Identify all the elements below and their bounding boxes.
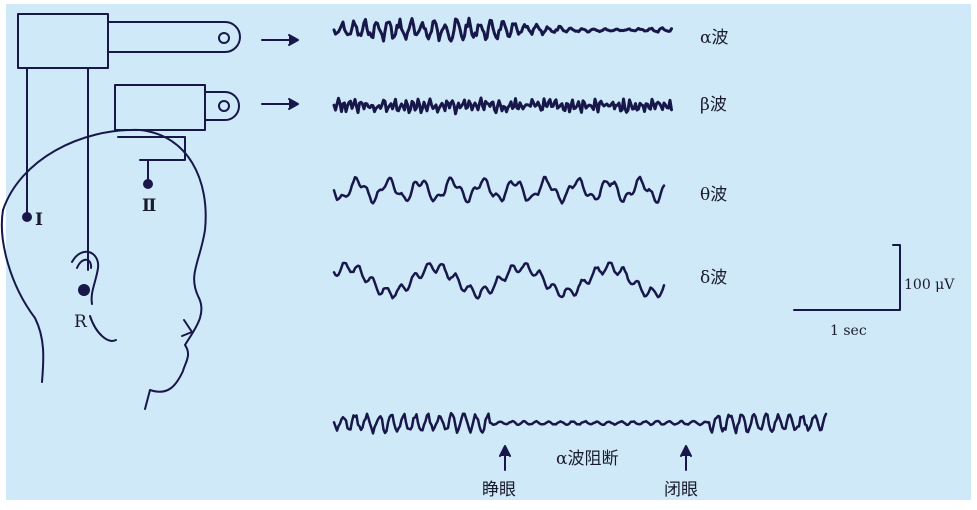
amplifier-1-pen-tip — [218, 32, 230, 44]
open-eyes-arrow — [499, 445, 511, 471]
close-eyes-label: 闭眼 — [664, 480, 698, 500]
blocking-wave-trace — [332, 411, 828, 435]
theta-wave-label: θ波 — [700, 185, 728, 205]
delta-wave-trace — [332, 261, 666, 300]
amplifier-1-pen — [107, 21, 241, 53]
mouth-outline — [181, 319, 193, 337]
electrode-i-label: Ⅰ — [35, 210, 43, 230]
delta-wave-label: δ波 — [700, 268, 728, 288]
alpha-wave-label: α波 — [700, 28, 729, 48]
scale-bar — [793, 244, 901, 311]
amplitude-scale-label: 100 μV — [904, 277, 955, 293]
electrode-r — [78, 284, 90, 296]
open-eyes-label: 睁眼 — [482, 480, 516, 500]
amplifier-2-pen — [204, 91, 240, 121]
diagram-background — [6, 4, 971, 500]
neck-outline — [0, 209, 45, 383]
electrode-ii — [143, 179, 153, 189]
arrow-beta — [261, 98, 299, 110]
ear-lead — [89, 315, 117, 342]
ear-inner — [76, 258, 93, 269]
ear-outline — [71, 250, 100, 305]
amplifier-2-box — [114, 84, 206, 131]
wave-traces — [332, 16, 828, 435]
time-scale-label: 1 sec — [830, 323, 867, 339]
beta-wave-label: β波 — [700, 95, 727, 115]
beta-wave-trace — [332, 96, 673, 116]
close-eyes-arrow — [680, 445, 692, 471]
amplifier-2-pen-tip — [218, 100, 230, 112]
head-outline — [2, 128, 207, 410]
theta-wave-trace — [332, 175, 666, 205]
electrode-ii-label: Ⅱ — [142, 196, 157, 216]
alpha-wave-trace — [332, 16, 673, 43]
amplifier-2-leads — [117, 136, 186, 161]
arrow-alpha — [261, 34, 299, 46]
electrode-i — [22, 212, 32, 222]
amplifier-1-box — [17, 13, 109, 69]
alpha-block-label: α波阻断 — [556, 449, 619, 469]
electrode-r-label: R — [74, 312, 87, 332]
